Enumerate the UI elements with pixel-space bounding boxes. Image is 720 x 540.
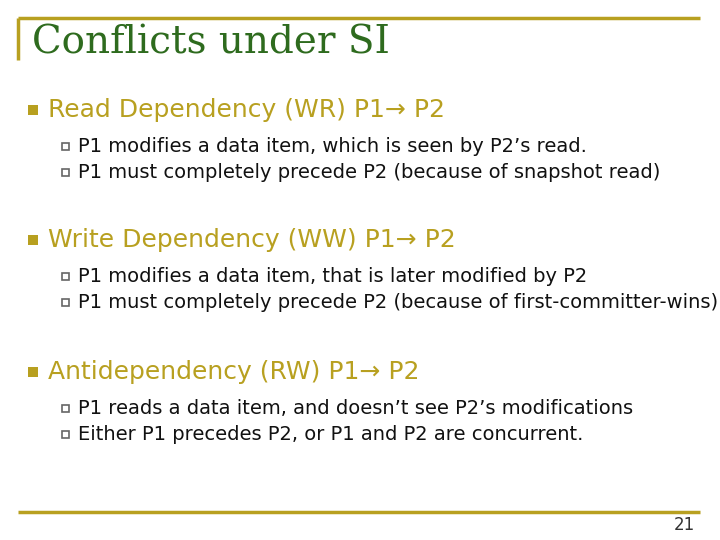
Text: Either P1 precedes P2, or P1 and P2 are concurrent.: Either P1 precedes P2, or P1 and P2 are … [78,424,583,443]
Text: P1 reads a data item, and doesn’t see P2’s modifications: P1 reads a data item, and doesn’t see P2… [78,399,633,417]
Text: P1 modifies a data item, which is seen by P2’s read.: P1 modifies a data item, which is seen b… [78,137,587,156]
Text: P1 must completely precede P2 (because of snapshot read): P1 must completely precede P2 (because o… [78,163,660,181]
Bar [62,143,69,150]
Text: 21: 21 [674,516,695,534]
Text: Antidependency (RW) P1→ P2: Antidependency (RW) P1→ P2 [48,360,420,384]
Text: Conflicts under SI: Conflicts under SI [32,24,390,62]
Bar [62,273,69,280]
Bar [28,105,38,115]
Bar [28,235,38,245]
Text: P1 modifies a data item, that is later modified by P2: P1 modifies a data item, that is later m… [78,267,588,286]
Bar [62,430,69,437]
Bar [62,299,69,306]
Text: Read Dependency (WR) P1→ P2: Read Dependency (WR) P1→ P2 [48,98,445,122]
Text: Write Dependency (WW) P1→ P2: Write Dependency (WW) P1→ P2 [48,228,456,252]
Bar [28,367,38,377]
Text: P1 must completely precede P2 (because of first-committer-wins): P1 must completely precede P2 (because o… [78,293,718,312]
Bar [62,404,69,411]
Bar [62,168,69,176]
